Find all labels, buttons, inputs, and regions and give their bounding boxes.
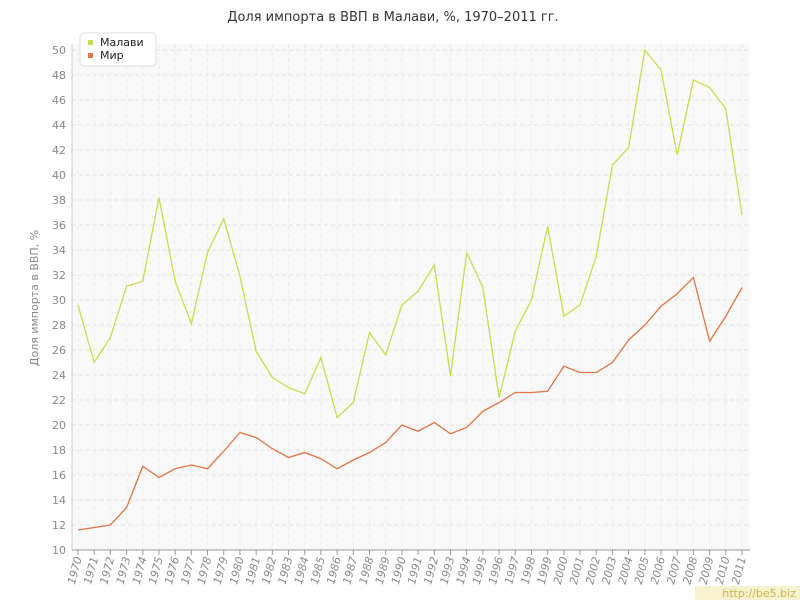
y-tick-label: 32 [52,269,66,282]
series-line [77,276,743,531]
y-tick-label: 34 [52,244,66,257]
y-tick-label: 26 [52,344,66,357]
y-tick-label: 16 [52,469,66,482]
y-tick-label: 12 [52,519,66,532]
legend-box [79,32,157,67]
legend-label: Мир [100,49,124,62]
y-tick-label: 22 [52,394,66,407]
y-tick-label: 10 [52,544,66,557]
watermark-bg [695,586,800,600]
y-tick-label: 42 [52,144,66,157]
y-tick-label: 44 [52,119,66,132]
y-tick-label: 36 [52,219,66,232]
y-tick-label: 40 [52,169,66,182]
y-tick-label: 46 [52,94,66,107]
y-axis-label: Доля импорта в ВВП, % [28,230,41,366]
legend-swatch [88,53,93,58]
series-line [77,48,743,419]
chart-title: Доля импорта в ВВП в Малави, %, 1970–201… [227,10,558,25]
watermark: http://be5.biz [722,587,796,600]
y-tick-label: 20 [52,419,66,432]
y-tick-label: 14 [52,494,66,507]
legend-label: Малави [100,36,144,49]
y-tick-label: 24 [52,369,66,382]
legend-swatch [88,40,93,45]
y-tick-label: 30 [52,294,66,307]
y-tick-label: 28 [52,319,66,332]
y-tick-label: 38 [52,194,66,207]
y-tick-label: 50 [52,44,66,57]
y-tick-label: 48 [52,69,66,82]
y-tick-label: 18 [52,444,66,457]
